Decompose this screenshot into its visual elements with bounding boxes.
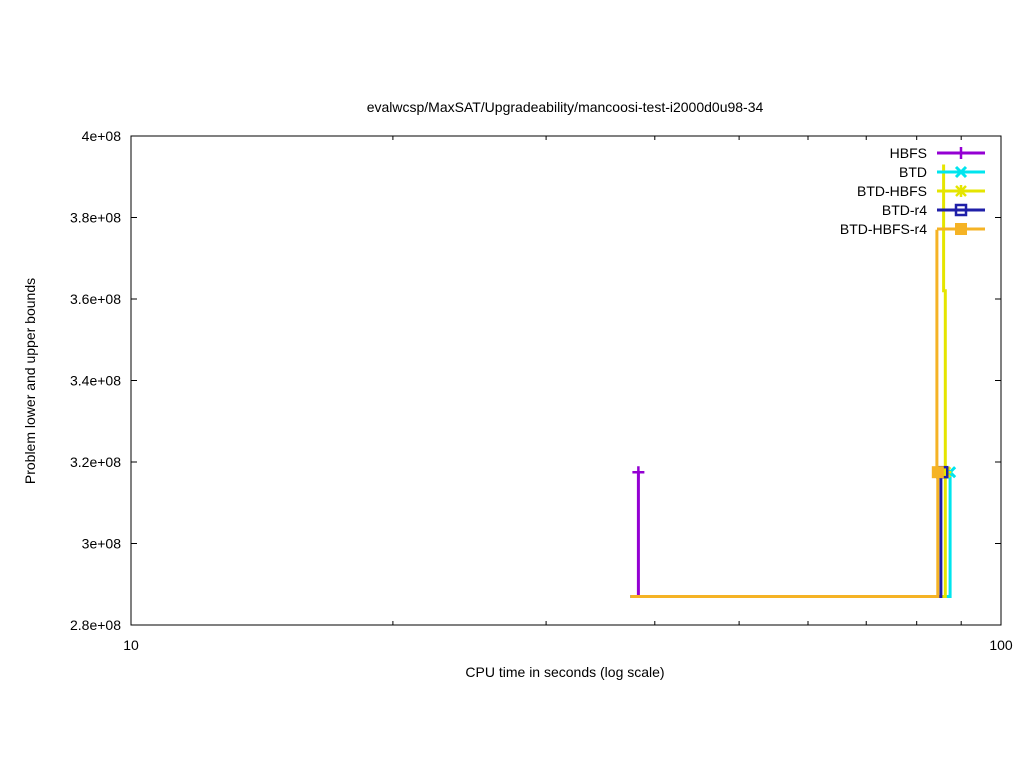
series-hbfs-lower-line [630, 472, 640, 598]
chart-title: evalwcsp/MaxSAT/Upgradeability/mancoosi-… [367, 99, 764, 115]
plot-frame [130, 135, 1002, 626]
legend-item-hbfs: HBFS [890, 145, 985, 161]
legend-label: BTD-HBFS [857, 183, 927, 199]
legend-label: BTD-r4 [882, 202, 927, 218]
series-btd [630, 466, 957, 598]
series-btd-hbfs-r4-lower-line [630, 472, 940, 598]
legend-marker [955, 147, 967, 159]
legend-marker [954, 203, 968, 217]
legend: HBFS BTD BTD-HBFS BTD-r4 BTD-HBFS-r4 [840, 145, 985, 237]
ticks-layer: 2.8e+08 3e+08 3.2e+08 3.4e+08 3.6e+08 3.8e+08… [70, 128, 1013, 653]
legend-label: HBFS [890, 145, 927, 161]
x-axis-label: CPU time in seconds (log scale) [465, 664, 664, 680]
legend-item-btd-hbfs: BTD-HBFS [857, 183, 985, 199]
y-tick-label: 3.4e+08 [70, 373, 121, 389]
series-hbfs-marker [632, 466, 645, 479]
y-tick-label: 3.6e+08 [70, 291, 121, 307]
series-btd-hbfs-r4 [630, 229, 944, 598]
series-btd-hbfs-r4-marker [931, 466, 944, 479]
y-tick-label: 3.2e+08 [70, 454, 121, 470]
series-btd-hbfs-marker [939, 466, 952, 479]
y-tick-label: 3.8e+08 [70, 210, 121, 226]
y-tick-label: 4e+08 [82, 128, 122, 144]
y-tick-label: 2.8e+08 [70, 617, 121, 633]
legend-label: BTD-HBFS-r4 [840, 221, 927, 237]
legend-item-btd-r4: BTD-r4 [882, 202, 985, 218]
legend-item-btd-hbfs-r4: BTD-HBFS-r4 [840, 221, 985, 237]
legend-label: BTD [899, 164, 927, 180]
series-hbfs [630, 466, 645, 598]
legend-marker [955, 185, 967, 197]
series-btd-hbfs-lower-line [630, 472, 947, 598]
y-axis-label: Problem lower and upper bounds [22, 278, 38, 484]
legend-item-btd: BTD [899, 164, 985, 180]
legend-marker [955, 223, 967, 235]
y-tick-label: 3e+08 [82, 536, 122, 552]
series-btd-r4 [630, 465, 949, 598]
x-tick-label: 10 [123, 637, 139, 653]
x-tick-label: 100 [989, 637, 1013, 653]
legend-marker [954, 165, 968, 179]
series-btd-r4-lower-line [630, 472, 943, 598]
series-btd-lower-line [630, 472, 952, 598]
